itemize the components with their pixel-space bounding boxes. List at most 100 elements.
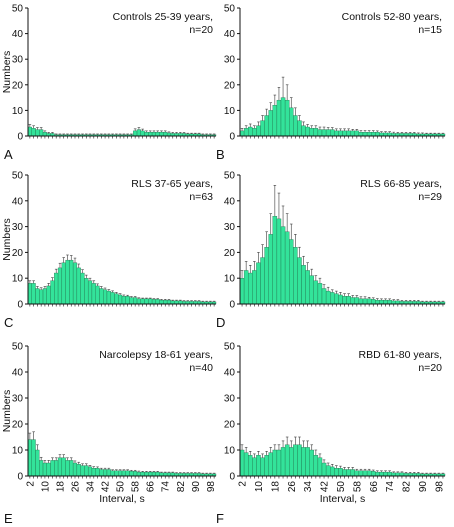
bar bbox=[80, 272, 85, 305]
y-tick-label: 50 bbox=[224, 4, 236, 15]
bar bbox=[84, 465, 89, 477]
y-axis-label: Numbers bbox=[1, 390, 13, 433]
bar bbox=[338, 130, 343, 137]
x-tick-label: 90 bbox=[418, 481, 429, 493]
bar bbox=[284, 99, 290, 137]
bar bbox=[99, 469, 104, 477]
y-tick-label: 50 bbox=[224, 171, 236, 182]
y-tick-label: 50 bbox=[12, 4, 24, 15]
x-tick-label: 18 bbox=[270, 481, 281, 493]
bar bbox=[350, 469, 355, 477]
bar bbox=[155, 131, 160, 137]
bar bbox=[362, 298, 368, 305]
bar bbox=[309, 449, 314, 477]
bar bbox=[65, 460, 70, 477]
bar bbox=[46, 462, 51, 477]
bar bbox=[264, 115, 269, 137]
bar bbox=[305, 126, 310, 137]
y-tick-label: 40 bbox=[224, 196, 236, 207]
bar bbox=[325, 290, 331, 305]
bar bbox=[379, 299, 384, 305]
bar bbox=[276, 99, 282, 137]
bar bbox=[309, 275, 314, 305]
bar bbox=[289, 447, 294, 477]
bar bbox=[289, 107, 294, 137]
bar bbox=[280, 226, 286, 305]
bar bbox=[42, 288, 47, 305]
bar bbox=[133, 130, 138, 137]
bar bbox=[118, 470, 123, 477]
panel-n: n=20 bbox=[418, 362, 442, 374]
bar bbox=[155, 299, 160, 305]
bar bbox=[248, 126, 253, 137]
bar bbox=[114, 293, 119, 305]
y-tick-label: 0 bbox=[229, 300, 235, 311]
y-tick-label: 20 bbox=[224, 80, 236, 91]
bar bbox=[330, 129, 335, 137]
bar bbox=[272, 216, 278, 305]
y-tick-label: 30 bbox=[224, 222, 236, 233]
bar bbox=[313, 128, 319, 137]
bar bbox=[383, 299, 388, 305]
bar bbox=[313, 455, 319, 477]
bar bbox=[144, 131, 149, 137]
bar bbox=[27, 126, 32, 137]
y-tick-label: 40 bbox=[12, 196, 24, 207]
x-tick-label: 34 bbox=[86, 481, 97, 493]
panel-n: n=29 bbox=[418, 191, 442, 203]
bar bbox=[148, 131, 153, 137]
bar bbox=[95, 285, 100, 305]
y-tick-label: 30 bbox=[224, 394, 236, 405]
bar bbox=[39, 129, 44, 137]
y-tick-label: 50 bbox=[12, 171, 24, 182]
bar bbox=[54, 272, 59, 305]
y-tick-label: 0 bbox=[17, 300, 23, 311]
bar bbox=[366, 298, 372, 305]
x-tick-label: 58 bbox=[352, 481, 363, 493]
bar bbox=[325, 129, 331, 137]
bar bbox=[309, 128, 314, 137]
bar bbox=[243, 452, 249, 477]
y-tick-label: 0 bbox=[17, 472, 23, 483]
x-tick-label: 66 bbox=[146, 481, 157, 493]
y-tick-label: 0 bbox=[229, 472, 235, 483]
bar bbox=[31, 128, 36, 137]
y-tick-label: 0 bbox=[17, 132, 23, 143]
bar bbox=[69, 259, 74, 305]
bar bbox=[110, 292, 115, 305]
y-tick-label: 10 bbox=[12, 446, 24, 457]
bar bbox=[325, 465, 331, 477]
x-tick-label: 74 bbox=[161, 481, 172, 493]
bar bbox=[358, 298, 364, 305]
bar bbox=[280, 97, 286, 137]
bar bbox=[57, 267, 63, 305]
bar bbox=[280, 447, 286, 477]
bar bbox=[125, 470, 130, 477]
bar bbox=[346, 130, 351, 137]
bar bbox=[317, 457, 323, 477]
bar bbox=[350, 130, 355, 137]
bar bbox=[163, 131, 168, 137]
bar bbox=[342, 469, 347, 477]
bar bbox=[297, 120, 302, 137]
x-tick-label: 42 bbox=[101, 481, 112, 493]
panel-c: 0 10 20 30 40 50 RLS 37-65 years,n=63 Numbers C bbox=[1, 171, 217, 330]
y-tick-label: 20 bbox=[12, 248, 24, 259]
bar bbox=[159, 131, 164, 137]
bar bbox=[42, 462, 47, 477]
bar bbox=[366, 131, 372, 137]
bar bbox=[321, 129, 327, 137]
bar bbox=[136, 298, 141, 305]
bar bbox=[289, 239, 294, 305]
bar bbox=[35, 449, 40, 477]
y-tick-label: 40 bbox=[224, 29, 236, 40]
panel-label: E bbox=[4, 511, 13, 526]
bar bbox=[268, 452, 273, 477]
bar bbox=[346, 469, 351, 477]
bar bbox=[69, 460, 74, 477]
bar bbox=[155, 471, 160, 477]
panel-title: Controls 25-39 years, bbox=[113, 11, 213, 23]
bar bbox=[121, 470, 126, 477]
panel-n: n=20 bbox=[189, 24, 213, 36]
bar bbox=[80, 465, 85, 477]
